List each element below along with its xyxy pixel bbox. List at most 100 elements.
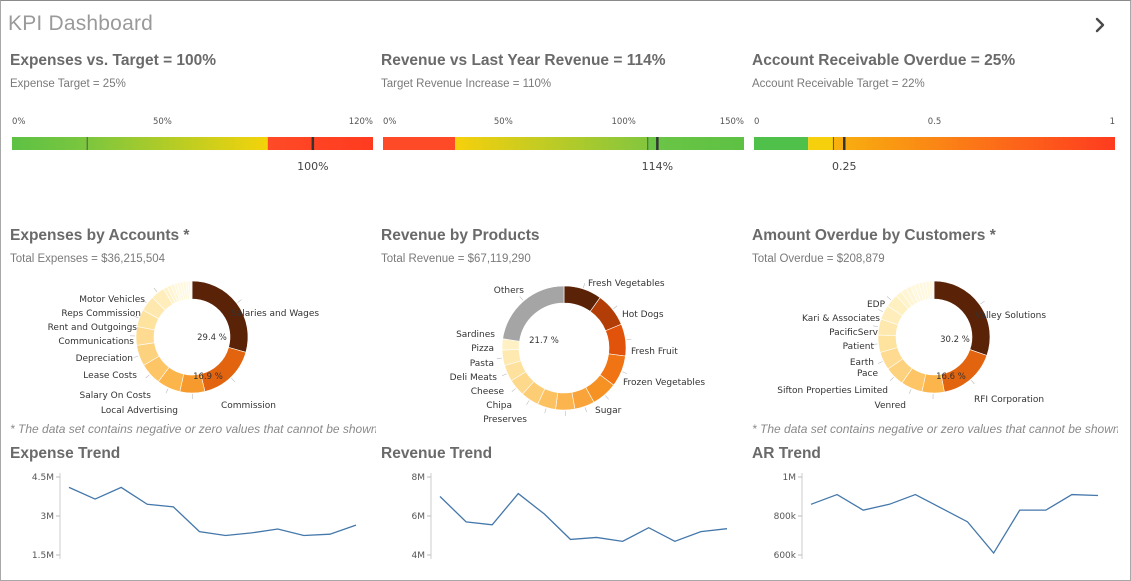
donut-leader-line	[582, 283, 586, 289]
donut-leader-line	[584, 407, 587, 413]
trend-series-line	[810, 493, 1099, 555]
donut-percent-label: 29.4 %	[197, 333, 227, 343]
donut-slice-label: Earth	[850, 358, 874, 368]
donut-leader-line	[231, 377, 236, 383]
donut-slice-label: Others	[494, 286, 525, 296]
donut-slice-label: Frozen Vegetables	[623, 378, 705, 388]
gauge-tick-label: 120%	[349, 117, 373, 127]
donut-slice-label: Kari & Associates	[802, 314, 880, 324]
donut-slice-label: Pace	[857, 369, 878, 379]
donut-slice-label: Sardines	[456, 330, 495, 340]
donut-panel-expenses[interactable]: Expenses by Accounts * Total Expenses = …	[10, 227, 376, 416]
donut-panel-overdue[interactable]: Amount Overdue by Customers * Total Over…	[752, 227, 1118, 411]
gauge-tick-label: 150%	[720, 117, 744, 127]
donut-leader-line	[142, 299, 147, 304]
donut-leader-line	[165, 388, 169, 394]
donut-slice-label: Venred	[875, 401, 906, 411]
donut-leader-line	[626, 338, 632, 341]
donut-chart: Fresh Vegetables Hot Dogs Fresh Fruit Froze…	[450, 279, 706, 425]
gauge-chart: 0% 50% 120% 100%	[12, 117, 373, 173]
line-chart: 8M 6M 4M	[412, 473, 728, 561]
donut-title: Amount Overdue by Customers *	[752, 227, 996, 244]
gauge-panel-revenue[interactable]: Revenue vs Last Year Revenue = 114% Targ…	[381, 52, 747, 184]
gauge-band	[383, 137, 456, 150]
y-tick-label: 4M	[412, 551, 426, 561]
donut-footnote: * The data set contains negative or zero…	[10, 422, 376, 436]
donut-subtitle: Total Revenue = $67,119,290	[381, 253, 531, 265]
donut-slice	[200, 347, 247, 392]
gauge-band	[647, 137, 744, 150]
donut-leader-line	[133, 355, 139, 358]
y-tick-label: 8M	[412, 473, 426, 483]
trend-title: Expense Trend	[10, 445, 121, 462]
trend-series-line	[439, 492, 728, 543]
donut-slice-label: Salary On Costs	[80, 391, 152, 401]
donut-subtitle: Total Overdue = $208,879	[752, 253, 885, 265]
donut-leader-line	[153, 287, 158, 293]
next-sheet-button[interactable]	[1090, 14, 1110, 36]
donut-panel-revenue[interactable]: Revenue by Products Total Revenue = $67,…	[381, 227, 747, 427]
donut-slice-label: Hot Dogs	[622, 310, 664, 320]
donut-slice-label: Deli Meats	[450, 373, 498, 383]
donut-slice-label: Reps Commission	[61, 309, 141, 319]
donut-slice-label: Salaries and Wages	[231, 309, 319, 319]
trend-panel-ar[interactable]: AR Trend 1M 800k 600k	[752, 445, 1118, 564]
gauge-title: Expenses vs. Target = 100%	[10, 52, 217, 69]
donut-leader-line	[511, 388, 516, 392]
gauge-panel-expenses[interactable]: Expenses vs. Target = 100% Expense Targe…	[10, 52, 376, 184]
gauge-value-label: 0.25	[832, 160, 857, 173]
gauge-band	[87, 137, 268, 150]
donut-slice-label: Commission	[221, 401, 276, 411]
donut-slice-label: Pasta	[470, 359, 494, 369]
y-tick-label: 1M	[783, 473, 797, 483]
donut-footnote: * The data set contains negative or zero…	[752, 422, 1118, 436]
y-tick-label: 1.5M	[32, 551, 54, 561]
donut-leader-line	[145, 374, 150, 379]
donut-leader-line	[877, 361, 883, 364]
y-tick-label: 3M	[41, 512, 55, 522]
y-tick-label: 800k	[774, 512, 797, 522]
donut-slice	[189, 280, 193, 300]
trend-title: AR Trend	[752, 445, 821, 462]
donut-leader-line	[613, 305, 618, 310]
donut-leader-line	[237, 299, 242, 303]
trend-panel-revenue[interactable]: Revenue Trend 8M 6M 4M	[381, 445, 747, 564]
donut-leader-line	[878, 309, 884, 312]
donut-slice-label: Valley Solutions	[975, 311, 1046, 321]
gauge-tick-label: 1	[1110, 117, 1115, 127]
gauge-band	[267, 137, 373, 150]
trend-panel-expense[interactable]: Expense Trend 4.5M 3M 1.5M	[10, 445, 376, 564]
donut-slice-label: RFI Corporation	[974, 395, 1044, 405]
gauge-panel-receivable[interactable]: Account Receivable Overdue = 25% Account…	[752, 52, 1118, 184]
gauge-subtitle: Account Receivable Target = 22%	[752, 78, 925, 90]
donut-slice-label: Lease Costs	[83, 371, 137, 381]
donut-slice-label: Sifton Properties Limited	[777, 386, 888, 396]
donut-chart: Salaries and Wages Commission Local Advert…	[48, 280, 319, 416]
gauge-value-label: 114%	[642, 160, 673, 173]
donut-leader-line	[622, 371, 628, 374]
donut-slice-label: Sugar	[595, 406, 622, 416]
donut-leader-line	[544, 408, 547, 414]
gauge-title: Revenue vs Last Year Revenue = 114%	[381, 52, 666, 69]
donut-slice-label: Rent and Outgoings	[48, 323, 138, 333]
donut-leader-line	[908, 389, 912, 394]
donut-leader-line	[970, 380, 975, 385]
donut-leader-line	[526, 400, 530, 405]
y-tick-label: 6M	[412, 512, 426, 522]
donut-title: Revenue by Products	[381, 227, 540, 244]
gauge-tick-label: 100%	[612, 117, 636, 127]
donut-slice-label: Pizza	[471, 344, 494, 354]
donut-slice-label: Fresh Vegetables	[588, 279, 665, 289]
donut-slice-label: Patient	[843, 342, 875, 352]
donut-slice	[931, 280, 935, 300]
trend-series-line	[68, 486, 357, 537]
app-title: KPI Dashboard	[8, 12, 154, 35]
y-tick-label: 4.5M	[32, 473, 54, 483]
donut-slice-label: Motor Vehicles	[79, 295, 145, 305]
gauge-subtitle: Expense Target = 25%	[10, 78, 126, 90]
gauge-band	[808, 137, 834, 150]
gauge-tick-label: 0%	[383, 117, 397, 127]
gauge-value-label: 100%	[297, 160, 328, 173]
donut-leader-line	[133, 315, 139, 318]
gauge-subtitle: Target Revenue Increase = 110%	[381, 78, 552, 90]
